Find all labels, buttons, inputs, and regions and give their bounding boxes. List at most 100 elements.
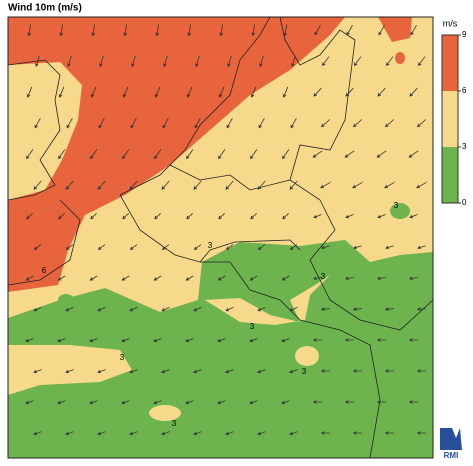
wind-arrow [378,25,385,36]
zone-3-6 [149,405,181,421]
wind-arrow [26,86,33,98]
legend-band [442,91,458,147]
wind-arrow [312,150,323,158]
wind-arrow [186,86,193,98]
wind-arrow [376,276,386,281]
wind-arrow [97,244,106,250]
wind-arrow [352,307,362,311]
wind-arrow [91,24,96,37]
wind-arrow [161,306,170,312]
wind-arrow [90,212,97,220]
wind-arrow [289,180,298,190]
wind-arrow [225,244,234,250]
wind-arrow [89,400,98,405]
wind-arrow [33,306,42,312]
wind-arrow [33,244,42,250]
wind-arrow [408,338,418,342]
wind-arrow [153,275,162,281]
logo: RMI [440,428,462,460]
wind-arrow [97,431,106,436]
wind-arrow [225,369,234,374]
zone-0-3 [8,240,433,458]
contour-label: 3 [394,201,399,210]
wind-arrow [320,369,330,373]
wind-arrow [416,369,426,373]
map-title: Wind 10m (m/s) [8,3,82,14]
wind-arrow [282,212,289,220]
wind-arrow [225,431,234,436]
legend-unit: m/s [443,18,458,28]
wind-arrow [90,149,98,160]
wind-arrow [281,338,290,343]
wind-arrow [217,338,226,343]
wind-arrow [345,214,354,219]
wind-arrow [416,119,427,128]
contour-label: 3 [321,272,326,281]
wind-arrow [353,245,362,250]
wind-arrow [185,338,194,343]
wind-arrow [26,212,33,220]
wind-arrow [320,307,330,311]
wind-arrow [251,24,256,37]
wind-arrow [281,400,290,405]
contour-label: 3 [208,241,213,250]
wind-arrow [282,86,289,98]
wind-arrow [289,306,298,312]
wind-arrow [161,180,170,190]
wind-arrow [313,87,322,97]
wind-arrow [90,86,97,98]
wind-arrow [162,117,169,129]
legend-frame [441,34,459,204]
wind-arrow [313,214,322,219]
wind-arrow [257,180,266,190]
wind-arrow [352,369,362,373]
wind-arrow [320,119,331,128]
wind-arrow [33,180,42,190]
zone-6-9 [8,17,345,292]
wind-arrow [259,55,264,68]
wind-arrow [25,338,34,343]
wind-arrow [321,245,330,250]
wind-arrow [193,431,202,436]
wind-arrow [89,338,98,343]
wind-arrow [121,400,130,405]
wind-arrow [58,149,66,160]
zone-3-6 [205,275,330,325]
wind-arrow [416,181,427,189]
wind-arrow [344,338,354,342]
wind-arrow [250,149,258,160]
wind-arrow [33,369,42,374]
logo-text: RMI [444,451,459,460]
wind-arrow [122,212,129,220]
zone-6-9 [378,17,412,42]
wind-arrow [283,24,288,37]
wind-arrow [320,181,331,189]
wind-arrow [344,400,354,404]
wind-arrow [98,117,105,129]
legend: 9 6 3 0 [441,30,467,207]
wind-arrow [384,307,394,311]
wind-arrow [129,431,138,436]
contour-label: 3 [172,419,177,428]
wind-arrow [34,117,41,129]
wind-arrow [376,150,387,158]
coastlines-borders [8,17,433,458]
wind-arrow [25,400,34,405]
wind-arrow [154,149,162,160]
contour-label: 3 [302,367,307,376]
wind-arrow [154,86,161,98]
wind-arrow [418,56,426,67]
wind-arrow [186,212,193,220]
wind-arrow [352,181,363,189]
wind-arrow [130,117,137,129]
wind-arrow [218,149,226,160]
wind-arrow [320,431,330,435]
wind-arrow [186,149,194,160]
wind-arrow [409,87,418,97]
wind-arrow [161,244,170,250]
wind-arrow [129,180,138,190]
zone-0-3 [390,203,410,219]
wind-arrow [345,87,354,97]
